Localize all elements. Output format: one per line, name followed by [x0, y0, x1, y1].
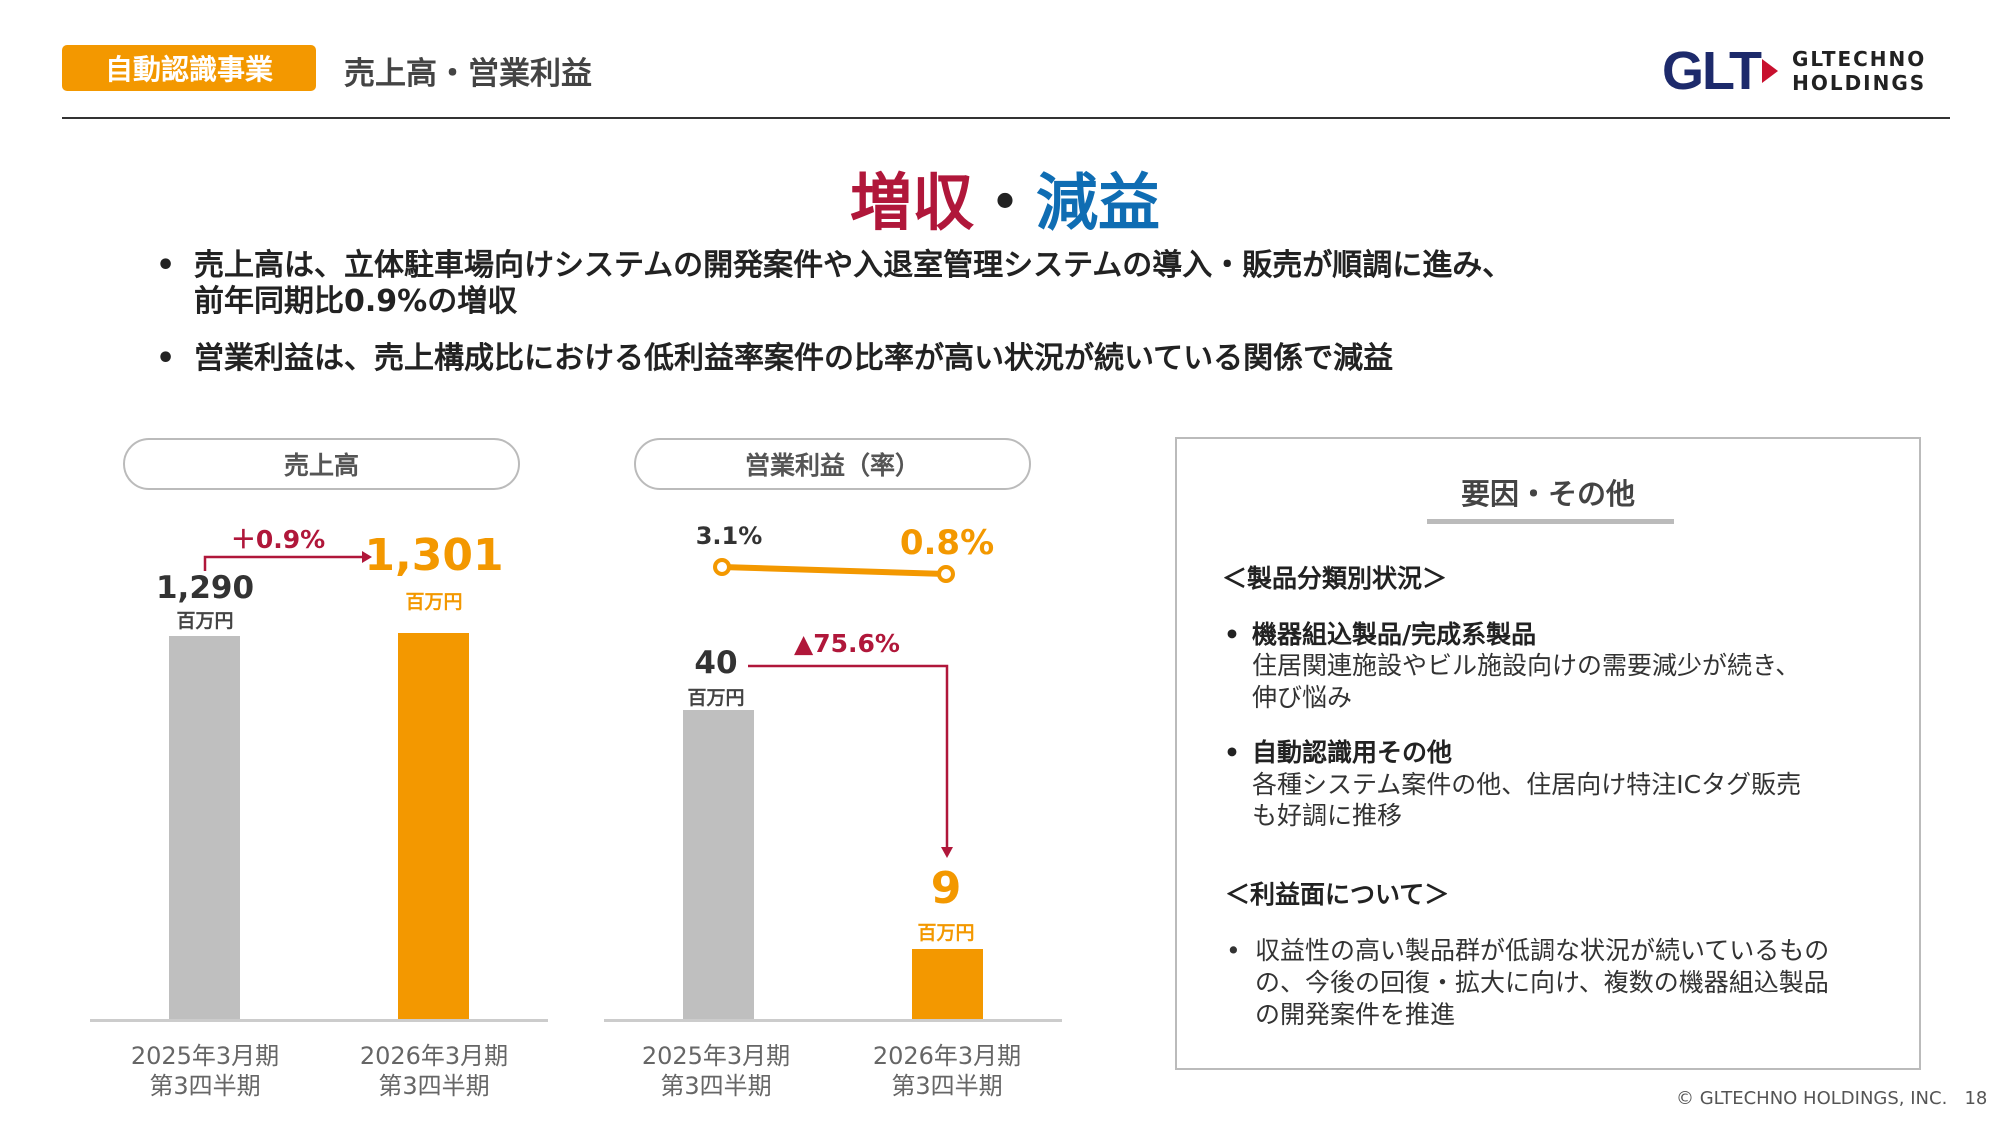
profit-arrowhead-icon — [941, 847, 953, 858]
profit-change-arrow — [748, 664, 949, 850]
xlabel-line: 2025年3月期 — [130, 1042, 280, 1070]
profit-value-2025: 40 — [694, 645, 738, 681]
logo-text-1: GLTECHNO — [1791, 47, 1927, 71]
bullet-dot: • — [156, 341, 176, 376]
item-text: の開発案件を推進 — [1255, 1000, 1456, 1029]
item-text: の、今後の回復・拡大に向け、複数の機器組込製品 — [1255, 968, 1829, 997]
sales-arrowhead-icon — [362, 551, 372, 563]
profit-chart-title: 営業利益（率） — [634, 438, 1031, 490]
bar-sales-2026 — [398, 633, 469, 1019]
profit-unit-2025: 百万円 — [687, 687, 745, 709]
profit-xlabel-2025: 2025年3月期 第3四半期 — [606, 1041, 826, 1101]
page-number: 18 — [1964, 1088, 1988, 1109]
xlabel-line: 第3四半期 — [378, 1072, 490, 1100]
item-text: 収益性の高い製品群が低調な状況が続いているもの — [1255, 936, 1830, 965]
company-logo: GLT GLTECHNO HOLDINGS — [1662, 40, 1926, 102]
rate-label-2025: 3.1% — [695, 522, 763, 550]
sales-unit-2026: 百万円 — [405, 591, 463, 613]
sales-unit-2025: 百万円 — [176, 610, 234, 632]
item-text: も好調に推移 — [1252, 801, 1403, 830]
sales-chart-baseline — [90, 1019, 548, 1022]
xlabel-line: 第3四半期 — [660, 1072, 772, 1100]
rate-label-2026: 0.8% — [899, 523, 995, 563]
rate-point — [713, 558, 731, 576]
bullet-text: 前年同期比0.9%の増収 — [194, 284, 518, 319]
sales-xlabel-2026: 2026年3月期 第3四半期 — [324, 1041, 544, 1101]
factors-title: 要因・その他 — [1460, 477, 1635, 511]
xlabel-line: 2026年3月期 — [872, 1042, 1022, 1070]
copyright: © GLTECHNO HOLDINGS, INC. — [1676, 1088, 1948, 1109]
logo-mark: GLT — [1662, 41, 1762, 101]
factors-panel — [1175, 437, 1921, 1070]
headline-sep: ・ — [973, 166, 1036, 239]
sales-value-2025: 1,290 — [155, 570, 255, 606]
rate-line — [721, 564, 947, 577]
profit-xlabel-2026: 2026年3月期 第3四半期 — [837, 1041, 1057, 1101]
bullet-text: 営業利益は、売上構成比における低利益率案件の比率が高い状況が続いている関係で減益 — [194, 341, 1394, 376]
item-title-autoid: 自動認識用その他 — [1252, 738, 1453, 767]
bullet-text: 売上高は、立体駐車場向けシステムの開発案件や入退室管理システムの導入・販売が順調… — [194, 248, 1513, 283]
item-text: 伸び悩み — [1252, 683, 1353, 712]
section-heading-products: ＜製品分類別状況＞ — [1222, 564, 1448, 593]
xlabel-line: 2026年3月期 — [359, 1042, 509, 1070]
headline-decrease: 減益 — [1036, 166, 1161, 239]
sales-chart-title: 売上高 — [123, 438, 520, 490]
section-tag: 自動認識事業 — [62, 45, 316, 91]
section-heading-profit: ＜利益面について＞ — [1225, 880, 1450, 909]
bullet-dot: • — [1224, 620, 1240, 649]
item-title-embedded: 機器組込製品/完成系製品 — [1252, 620, 1537, 649]
bullet-dot: • — [156, 248, 176, 283]
headline: 増収・減益 — [0, 152, 2001, 242]
footer: © GLTECHNO HOLDINGS, INC. 18 — [1676, 1088, 1987, 1109]
rate-point — [937, 565, 955, 583]
xlabel-line: 第3四半期 — [149, 1072, 261, 1100]
bullet-dot: • — [1226, 936, 1241, 965]
item-text: 住居関連施設やビル施設向けの需要減少が続き、 — [1252, 651, 1801, 680]
bar-profit-2025 — [683, 710, 754, 1019]
bullet-dot: • — [1224, 738, 1240, 767]
header-divider — [62, 117, 1950, 119]
xlabel-line: 第3四半期 — [891, 1072, 1003, 1100]
sales-change-label: ＋0.9% — [230, 525, 326, 554]
sales-value-2026: 1,301 — [364, 530, 504, 581]
page-title: 売上高・営業利益 — [344, 56, 592, 92]
profit-chart-baseline — [604, 1019, 1062, 1022]
item-text: 各種システム案件の他、住居向け特注ICタグ販売 — [1252, 770, 1802, 799]
headline-increase: 増収 — [849, 166, 974, 239]
profit-unit-2026: 百万円 — [917, 922, 975, 944]
factors-title-underline — [1427, 519, 1674, 524]
profit-change-label: ▲75.6% — [794, 629, 900, 658]
logo-triangle-icon — [1761, 59, 1778, 83]
xlabel-line: 2025年3月期 — [641, 1042, 791, 1070]
profit-value-2026: 9 — [930, 863, 962, 914]
sales-xlabel-2025: 2025年3月期 第3四半期 — [95, 1041, 315, 1101]
logo-text-2: HOLDINGS — [1792, 71, 1927, 95]
bar-sales-2025 — [169, 636, 240, 1019]
sales-change-arrow — [203, 555, 365, 571]
bar-profit-2026 — [912, 949, 983, 1019]
